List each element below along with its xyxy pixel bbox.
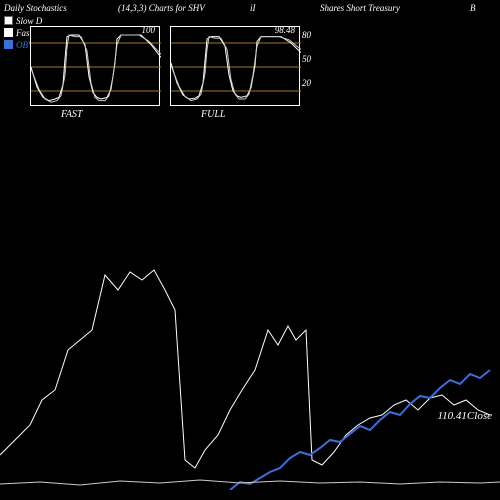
main-chart-svg <box>0 200 500 490</box>
tick-50: 50 <box>302 54 311 64</box>
page-title-1: Daily Stochastics <box>4 3 67 13</box>
tick-80: 80 <box>302 30 311 40</box>
page-title-3: iI <box>250 3 256 13</box>
tick-20: 20 <box>302 78 311 88</box>
panel-full-value: 98.48 <box>275 25 295 35</box>
legend-swatch-fast-k <box>4 28 13 37</box>
page-title-2: (14,3,3) Charts for SHV <box>118 3 205 13</box>
legend-swatch-slow-d <box>4 16 13 25</box>
panel-full-label: FULL <box>201 109 225 120</box>
panel-fast-svg <box>31 27 161 107</box>
close-price-label: 110.41Close <box>438 410 493 422</box>
panel-full-svg <box>171 27 301 107</box>
page-title-5: B <box>470 3 476 13</box>
panel-fast-value: 100 <box>142 25 156 35</box>
legend-label-slow-d: Slow D <box>16 16 42 26</box>
main-price-chart <box>0 200 500 490</box>
legend-slow-d: Slow D <box>4 15 42 26</box>
stochastic-panel-fast: 100 FAST <box>30 26 160 106</box>
page-title-4: Shares Short Treasury <box>320 3 400 13</box>
legend-swatch-obv <box>4 40 13 49</box>
panel-fast-label: FAST <box>61 109 83 120</box>
stochastic-panel-full: 98.48 FULL <box>170 26 300 106</box>
